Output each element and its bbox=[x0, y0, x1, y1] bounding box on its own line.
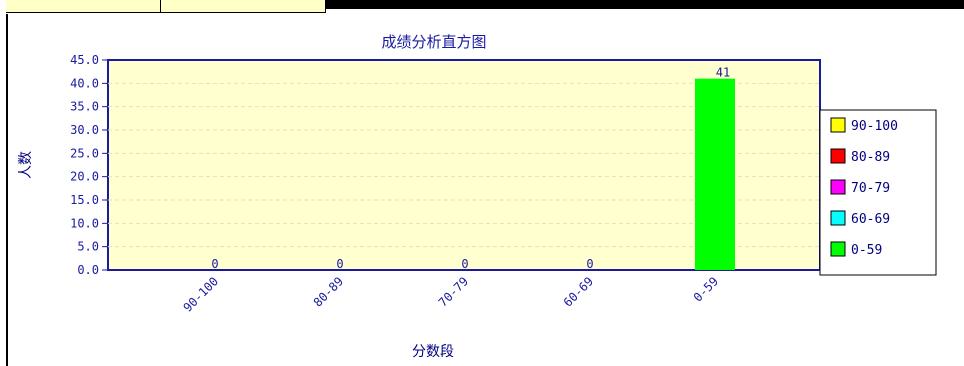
legend-swatch bbox=[830, 117, 846, 133]
legend-entry-label: 0-59 bbox=[851, 243, 882, 258]
bars: 0 0 0 0 41 bbox=[211, 66, 735, 271]
legend-entry-label: 80-89 bbox=[851, 150, 890, 165]
legend-entry-label: 90-100 bbox=[851, 119, 898, 134]
y-tick-label: 20.0 bbox=[70, 170, 99, 184]
x-tick-label: 0-59 bbox=[691, 274, 721, 304]
table-cell bbox=[6, 0, 161, 13]
bar bbox=[695, 78, 735, 271]
y-tick-label: 30.0 bbox=[70, 123, 99, 137]
bar-value-label: 41 bbox=[716, 66, 730, 80]
y-tick-label: 25.0 bbox=[70, 146, 99, 160]
y-tick-label: 0.0 bbox=[77, 263, 99, 277]
y-tick-label: 10.0 bbox=[70, 216, 99, 230]
table-bottom-row bbox=[0, 0, 964, 14]
x-axis-ticks: 90-100 80-89 70-79 60-69 0-59 bbox=[181, 274, 722, 315]
bar-value-label: 0 bbox=[336, 257, 343, 271]
x-tick-label: 80-89 bbox=[311, 274, 346, 309]
y-tick-label: 40.0 bbox=[70, 76, 99, 90]
legend-swatch bbox=[830, 241, 846, 257]
y-axis-label: 人数 bbox=[18, 151, 34, 179]
legend-entry-label: 60-69 bbox=[851, 212, 890, 227]
legend-swatch bbox=[830, 148, 846, 164]
legend-swatch bbox=[830, 179, 846, 195]
y-axis-ticks: 0.0 5.0 10.0 15.0 20.0 25.0 30.0 35.0 40.0 45.0 bbox=[70, 53, 108, 277]
table-header-bar bbox=[326, 0, 964, 9]
bar-value-label: 0 bbox=[211, 257, 218, 271]
bar-value-label: 0 bbox=[461, 257, 468, 271]
x-tick-label: 70-79 bbox=[436, 274, 471, 309]
y-tick-label: 5.0 bbox=[77, 240, 99, 254]
table-cell bbox=[161, 0, 326, 13]
legend-entry-label: 70-79 bbox=[851, 181, 890, 196]
y-tick-label: 15.0 bbox=[70, 193, 99, 207]
y-tick-label: 35.0 bbox=[70, 100, 99, 114]
y-tick-label: 45.0 bbox=[70, 53, 99, 67]
legend: 90-100 80-89 70-79 60-69 0-59 bbox=[830, 117, 898, 258]
x-tick-label: 90-100 bbox=[181, 274, 222, 315]
bar-value-label: 0 bbox=[586, 257, 593, 271]
chart-title: 成绩分析直方图 bbox=[381, 33, 486, 51]
x-axis-label: 分数段 bbox=[412, 344, 454, 360]
legend-swatch bbox=[830, 210, 846, 226]
x-tick-label: 60-69 bbox=[561, 274, 596, 309]
panel-left-border bbox=[6, 14, 8, 366]
